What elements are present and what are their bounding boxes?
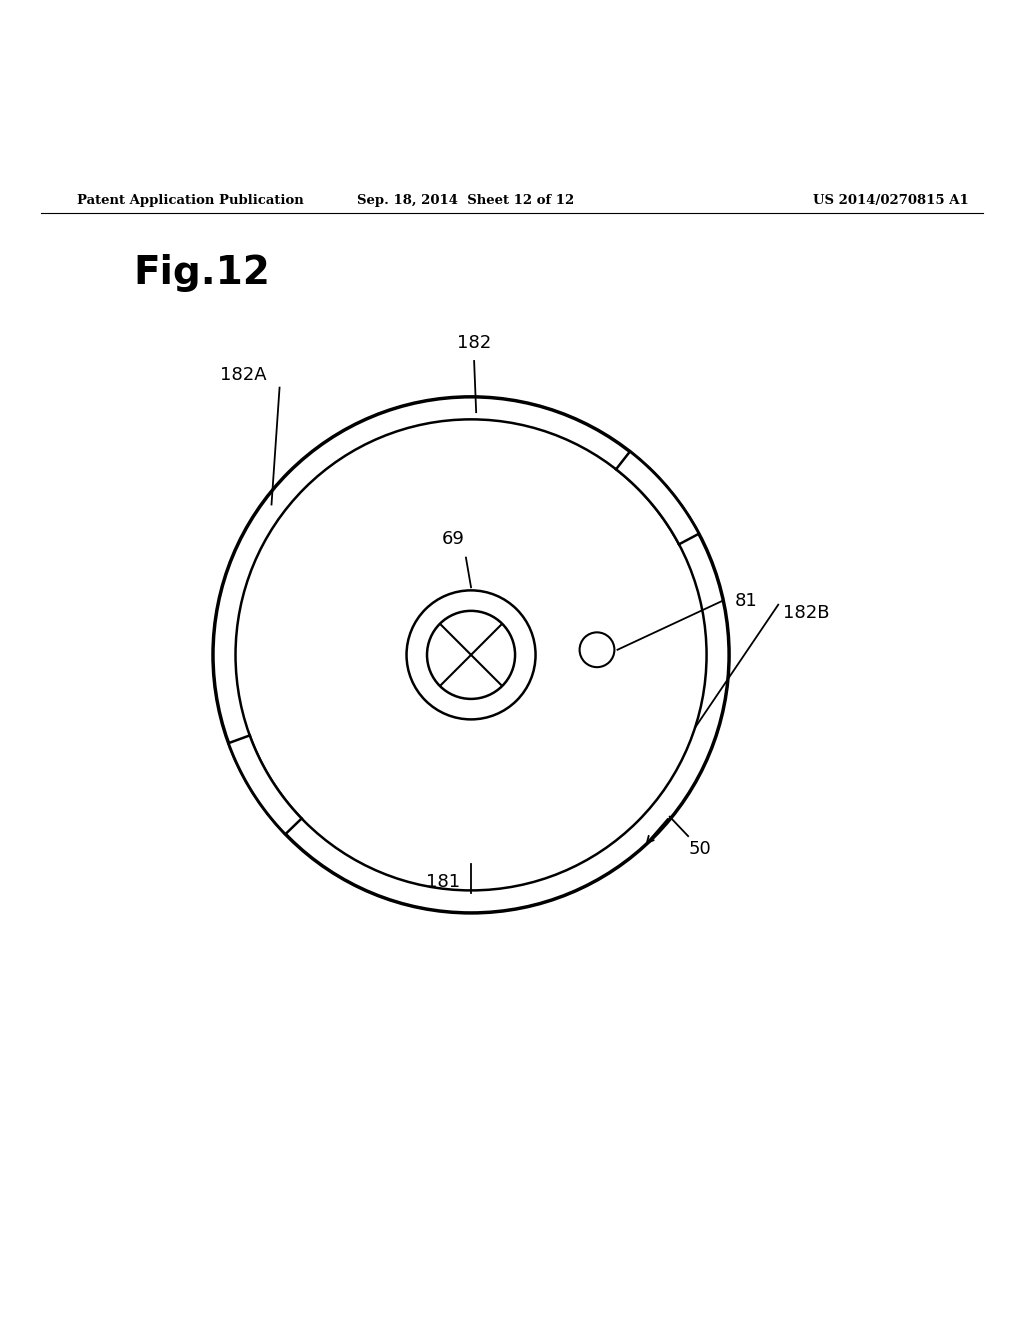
Text: Sep. 18, 2014  Sheet 12 of 12: Sep. 18, 2014 Sheet 12 of 12	[357, 194, 574, 207]
Text: 182B: 182B	[783, 603, 829, 622]
Text: 50: 50	[688, 841, 711, 858]
Text: Patent Application Publication: Patent Application Publication	[77, 194, 303, 207]
Polygon shape	[616, 451, 699, 544]
Text: US 2014/0270815 A1: US 2014/0270815 A1	[813, 194, 969, 207]
Polygon shape	[228, 735, 302, 834]
Text: 69: 69	[442, 531, 465, 548]
Text: 182A: 182A	[220, 367, 267, 384]
Text: Fig.12: Fig.12	[133, 253, 270, 292]
Text: 182: 182	[457, 334, 492, 351]
Text: 181: 181	[426, 874, 461, 891]
Text: 81: 81	[735, 591, 758, 610]
